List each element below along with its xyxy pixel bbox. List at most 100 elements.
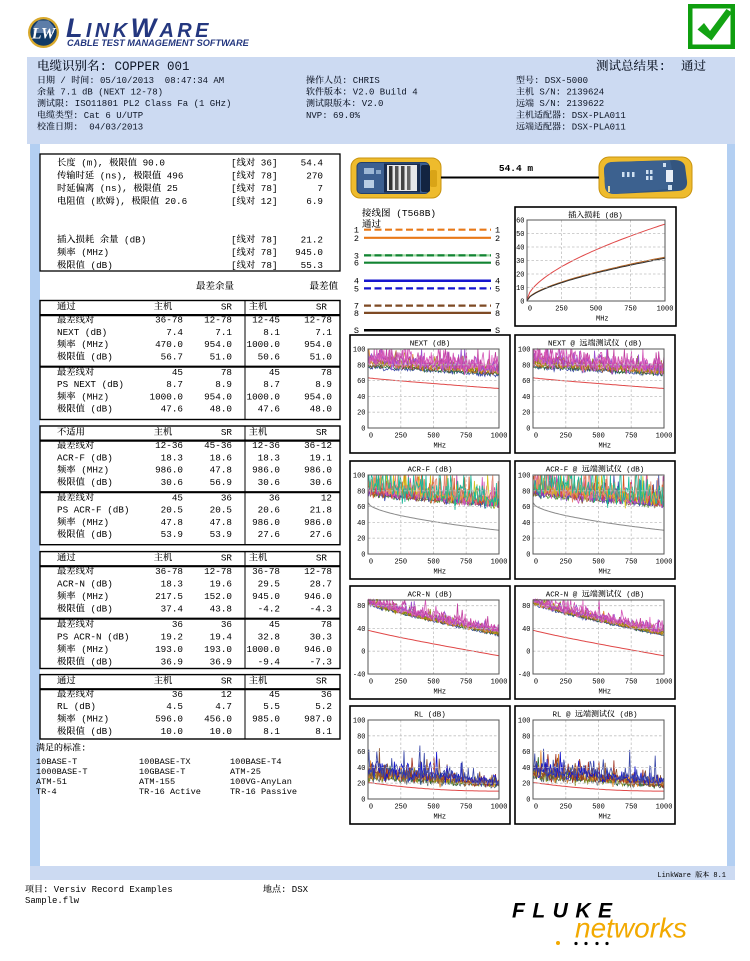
svg-text:40: 40 [522,626,530,634]
svg-text:COPPER: COPPER [115,60,161,74]
svg-text:SR: SR [221,301,233,312]
svg-text:GHz): GHz) [210,99,232,109]
svg-text:[: [ [231,260,237,271]
svg-text:8.7: 8.7 [166,379,183,390]
svg-text:1000: 1000 [657,306,674,314]
svg-text:Cat: Cat [84,111,100,121]
svg-text:750: 750 [625,433,638,441]
svg-text:78: 78 [221,367,232,378]
svg-text:SR: SR [316,552,328,563]
svg-text:20: 20 [522,781,530,789]
svg-text:(T568B): (T568B) [396,208,436,219]
svg-text:-40: -40 [353,672,366,680]
svg-text::: : [100,60,108,74]
svg-text:40: 40 [357,765,365,773]
svg-text:7: 7 [317,183,323,194]
svg-text:[: [ [231,247,237,258]
svg-text:470.0: 470.0 [155,339,183,350]
svg-text:MHz: MHz [599,569,612,577]
svg-text:[: [ [231,196,237,207]
svg-text:(dB): (dB) [432,341,450,349]
svg-text:193.0: 193.0 [204,644,232,655]
svg-text:60: 60 [357,378,365,386]
svg-text:986.0: 986.0 [252,465,280,476]
svg-text:(dB): (dB) [626,467,644,475]
svg-text:29.5: 29.5 [258,578,280,589]
svg-text:53.9: 53.9 [161,529,183,540]
svg-text:500: 500 [592,679,605,687]
svg-text:152.0: 152.0 [204,591,232,602]
svg-text:36: 36 [269,492,280,503]
svg-text:SR: SR [221,675,233,686]
svg-text:12-78: 12-78 [304,566,332,577]
svg-text:10BASE-T: 10BASE-T [36,757,77,767]
svg-text:LinkWare: LinkWare [657,872,691,880]
svg-text:50: 50 [516,231,524,239]
svg-text::: : [43,885,48,895]
svg-text:ACR-F: ACR-F [57,452,85,463]
svg-text:3: 3 [354,251,359,261]
svg-text:7.1: 7.1 [215,327,232,338]
svg-text:(dB): (dB) [428,712,446,720]
svg-text::: : [342,88,347,98]
svg-text:12]: 12] [261,196,278,207]
svg-text:MHz: MHz [596,316,609,324]
svg-text:47.6: 47.6 [258,404,280,415]
svg-text:MHz: MHz [599,689,612,697]
svg-text:48.0: 48.0 [310,404,332,415]
svg-text:28.7: 28.7 [310,578,332,589]
svg-text:80: 80 [522,488,530,496]
svg-text:8.9: 8.9 [315,379,332,390]
svg-text:DSX-PLA011: DSX-PLA011 [572,111,626,121]
svg-text:30.3: 30.3 [310,631,332,642]
svg-text:PS: PS [57,631,69,642]
svg-text:18.3: 18.3 [161,578,183,589]
svg-text:25: 25 [167,183,178,194]
svg-text:78: 78 [321,619,332,630]
svg-text:78]: 78] [261,170,278,181]
svg-text:PS: PS [57,379,69,390]
svg-text:750: 750 [460,679,473,687]
svg-text:TR-4: TR-4 [36,787,57,797]
svg-text:(dB): (dB) [124,234,146,245]
svg-text:45: 45 [269,367,280,378]
svg-text:60: 60 [516,218,524,226]
svg-text:001: 001 [167,60,190,74]
svg-text:0: 0 [369,433,373,441]
svg-text:100: 100 [518,718,531,726]
svg-text:7.4: 7.4 [166,327,183,338]
svg-text:954.0: 954.0 [204,339,232,350]
svg-text:36: 36 [172,689,183,700]
svg-text:0: 0 [526,552,530,560]
svg-text:(dB): (dB) [605,213,623,221]
svg-text:7: 7 [354,302,359,312]
svg-text:250: 250 [559,679,572,687]
svg-text:12-36: 12-36 [252,440,280,451]
svg-text:7.1: 7.1 [315,327,332,338]
svg-text:4.5: 4.5 [166,701,183,712]
svg-text:90.0: 90.0 [143,158,165,169]
svg-text:12-78: 12-78 [204,315,232,326]
svg-text:0: 0 [534,679,538,687]
svg-text:55.3: 55.3 [301,260,323,271]
svg-text:-40: -40 [518,672,531,680]
svg-text:8.1: 8.1 [263,726,280,737]
svg-text:ISO11801: ISO11801 [75,99,118,109]
svg-text:6: 6 [495,259,500,269]
svg-text:ACR-F: ACR-F [74,505,102,516]
svg-text:20.5: 20.5 [161,505,183,516]
svg-text:1: 1 [354,226,359,236]
svg-text:10.0: 10.0 [161,726,183,737]
svg-text:500: 500 [592,804,605,812]
svg-text:(dB): (dB) [91,477,113,488]
svg-text:Record: Record [92,885,124,895]
svg-text:NEXT: NEXT [410,341,429,349]
svg-text:20.5: 20.5 [210,505,232,516]
svg-text:250: 250 [394,679,407,687]
svg-text:8.1: 8.1 [713,872,726,880]
svg-text:945.0: 945.0 [252,591,280,602]
svg-text::: : [534,76,539,86]
svg-text:6.9: 6.9 [306,196,323,207]
svg-text:(dB): (dB) [435,467,453,475]
svg-text:2: 2 [354,234,359,244]
